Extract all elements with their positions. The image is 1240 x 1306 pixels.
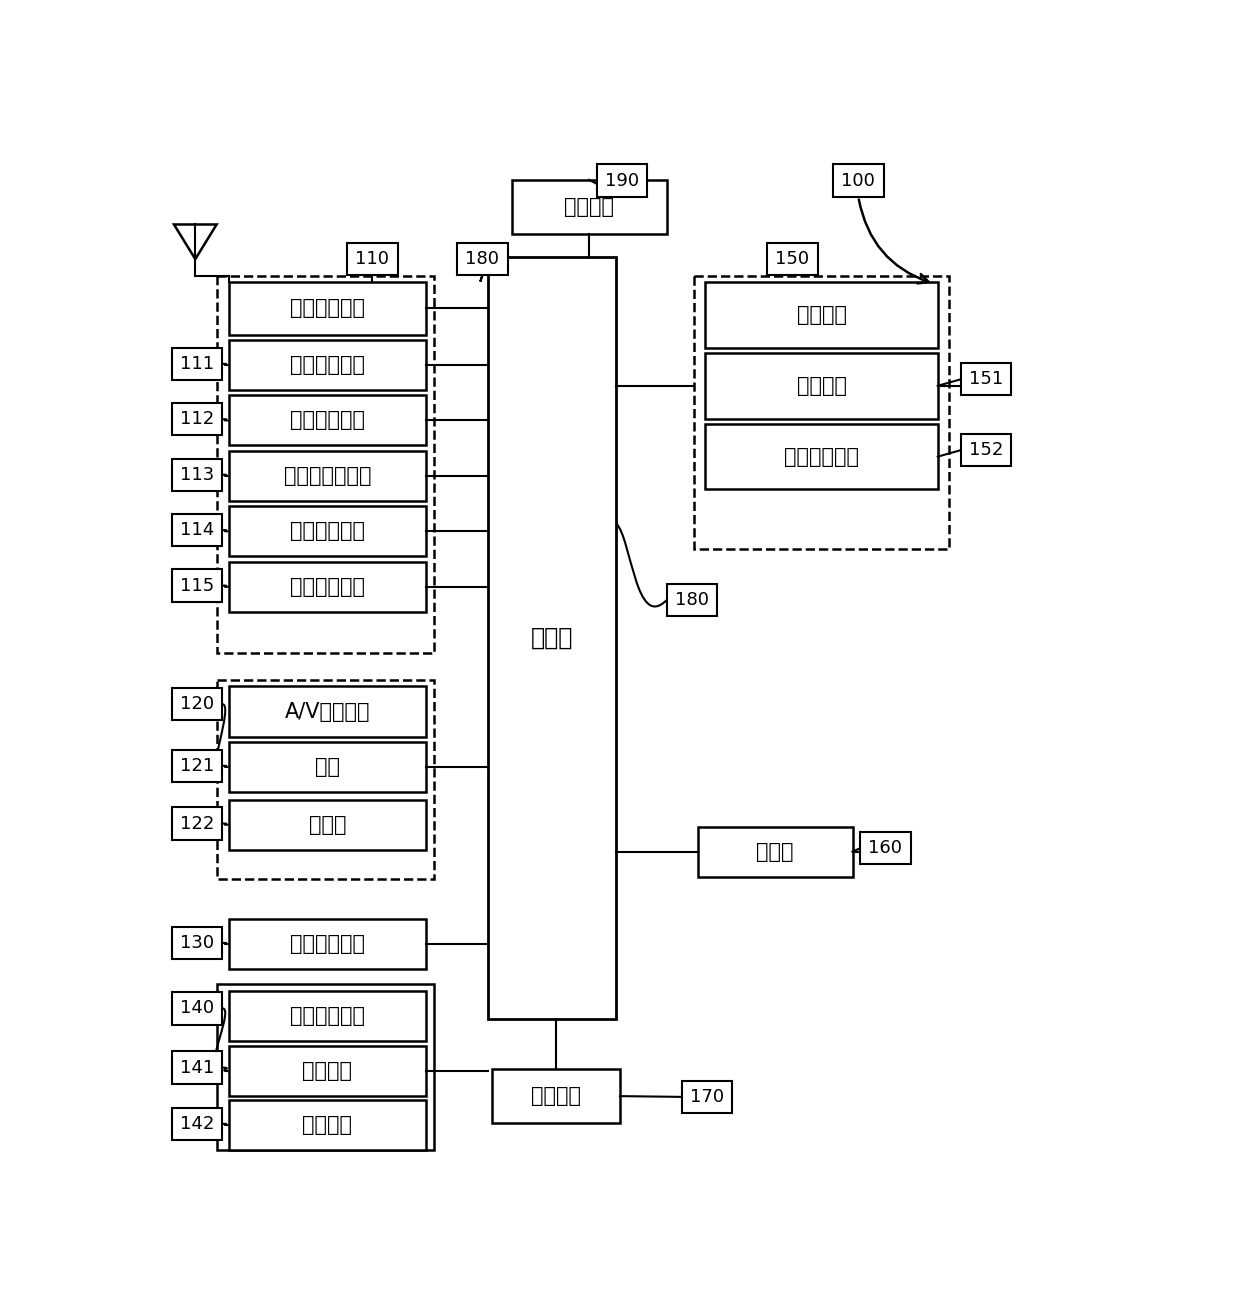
Bar: [228, 799, 427, 850]
Text: 112: 112: [180, 410, 215, 428]
Bar: [706, 424, 937, 490]
Text: 充电控制单元: 充电控制单元: [290, 1006, 365, 1025]
Bar: [682, 1081, 733, 1113]
Text: 存储器: 存储器: [756, 841, 794, 862]
Bar: [228, 507, 427, 556]
Text: 110: 110: [356, 251, 389, 268]
Text: 电源单元: 电源单元: [564, 197, 614, 217]
Bar: [172, 1051, 222, 1084]
Text: 114: 114: [180, 521, 215, 539]
Text: 180: 180: [465, 251, 500, 268]
Bar: [228, 1100, 427, 1151]
Bar: [217, 276, 434, 653]
Bar: [861, 832, 910, 865]
Bar: [961, 363, 1012, 396]
Bar: [172, 404, 222, 435]
Text: 142: 142: [180, 1115, 215, 1132]
Text: 130: 130: [180, 934, 215, 952]
Bar: [172, 688, 222, 721]
Text: 位置信息模块: 位置信息模块: [290, 577, 365, 597]
Bar: [511, 180, 667, 234]
Text: 122: 122: [180, 815, 215, 832]
Bar: [228, 282, 427, 334]
Text: 移动通信模块: 移动通信模块: [290, 410, 365, 431]
Text: 160: 160: [868, 840, 903, 857]
Bar: [228, 396, 427, 445]
Text: 115: 115: [180, 577, 215, 594]
Bar: [596, 165, 647, 197]
Text: 190: 190: [605, 171, 639, 189]
Text: 接口单元: 接口单元: [531, 1087, 582, 1106]
Bar: [228, 562, 427, 611]
FancyArrowPatch shape: [859, 200, 929, 283]
Text: 120: 120: [180, 695, 215, 713]
Bar: [228, 340, 427, 390]
Bar: [489, 257, 616, 1019]
Bar: [172, 569, 222, 602]
Bar: [217, 985, 434, 1151]
Text: 输出单元: 输出单元: [796, 306, 847, 325]
Text: 180: 180: [675, 592, 709, 609]
Text: A/V输入单元: A/V输入单元: [285, 701, 371, 721]
Bar: [172, 1107, 222, 1140]
Text: 控制器: 控制器: [531, 626, 573, 650]
Text: 麦克风: 麦克风: [309, 815, 346, 835]
Text: 152: 152: [968, 441, 1003, 460]
Text: 100: 100: [842, 171, 875, 189]
Bar: [833, 165, 883, 197]
Bar: [228, 742, 427, 791]
Bar: [172, 458, 222, 491]
Text: 170: 170: [691, 1088, 724, 1106]
Bar: [706, 282, 937, 347]
Bar: [172, 807, 222, 840]
Text: 用户输入单元: 用户输入单元: [290, 934, 365, 955]
Bar: [458, 243, 507, 276]
Text: 无线互联网模块: 无线互联网模块: [284, 466, 371, 486]
Text: 无线通信单元: 无线通信单元: [290, 298, 365, 319]
Bar: [172, 515, 222, 546]
Bar: [172, 993, 222, 1024]
Bar: [492, 1070, 620, 1123]
Text: 主控芯片: 主控芯片: [303, 1060, 352, 1081]
Text: 充电芯片: 充电芯片: [303, 1115, 352, 1135]
Text: 相机: 相机: [315, 757, 340, 777]
Bar: [768, 243, 817, 276]
Bar: [961, 434, 1012, 466]
Bar: [706, 353, 937, 418]
Text: 140: 140: [180, 999, 215, 1017]
Bar: [217, 680, 434, 879]
Text: 121: 121: [180, 756, 215, 774]
Bar: [228, 1046, 427, 1096]
Text: 141: 141: [180, 1059, 215, 1076]
Text: 150: 150: [775, 251, 810, 268]
Text: 音频输出模块: 音频输出模块: [784, 447, 859, 466]
Text: 111: 111: [180, 355, 215, 372]
Bar: [172, 927, 222, 959]
Bar: [172, 347, 222, 380]
Text: 113: 113: [180, 466, 215, 483]
Bar: [228, 687, 427, 737]
Text: 广播接收模块: 广播接收模块: [290, 355, 365, 375]
Bar: [228, 991, 427, 1041]
Text: 短程通信模块: 短程通信模块: [290, 521, 365, 541]
Bar: [347, 243, 398, 276]
Bar: [172, 750, 222, 782]
Bar: [667, 584, 717, 616]
Bar: [228, 451, 427, 502]
Bar: [693, 276, 950, 550]
Bar: [697, 827, 853, 876]
Text: 151: 151: [970, 370, 1003, 388]
Text: 显示单元: 显示单元: [796, 376, 847, 396]
Bar: [228, 919, 427, 969]
